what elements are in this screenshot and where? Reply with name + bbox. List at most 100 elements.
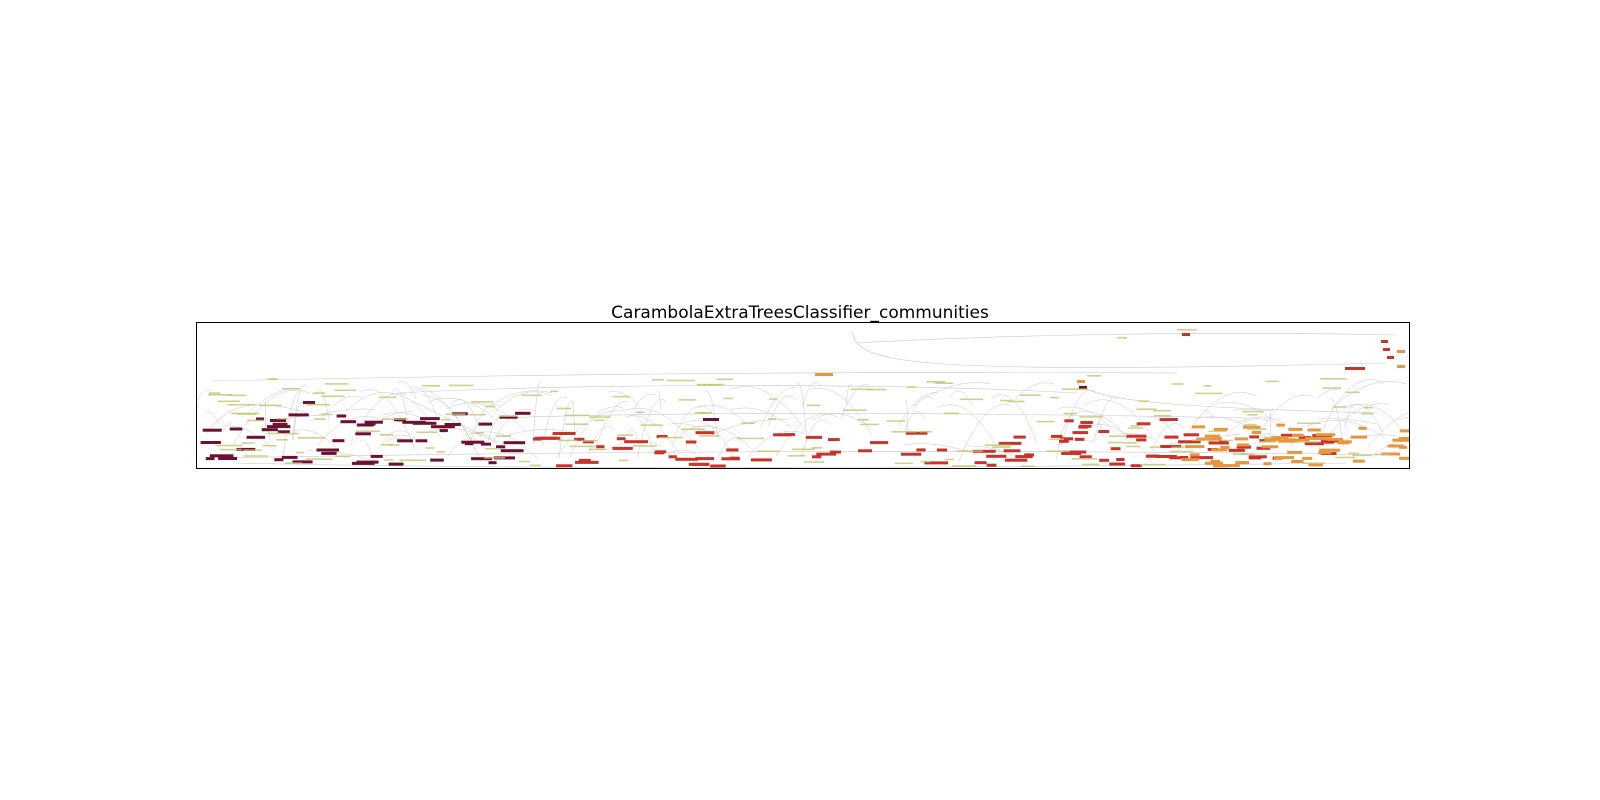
graph-node — [612, 446, 633, 450]
graph-edge — [291, 429, 347, 460]
node-label-mark — [1258, 441, 1276, 443]
graph-node — [496, 445, 506, 449]
graph-edge — [1093, 397, 1119, 443]
graph-node — [1190, 456, 1214, 460]
node-label-mark — [215, 444, 243, 447]
graph-node — [575, 460, 599, 464]
node-label-mark — [678, 399, 696, 401]
graph-node — [972, 449, 996, 453]
node-label-mark — [281, 387, 300, 390]
node-label-mark — [1302, 462, 1325, 464]
graph-node — [1191, 425, 1205, 429]
node-label-mark — [1139, 463, 1166, 466]
node-label-mark — [285, 432, 299, 435]
graph-edge — [851, 330, 1388, 368]
graph-node — [1220, 446, 1230, 449]
node-label-mark — [1126, 445, 1141, 448]
graph-edge — [313, 408, 376, 417]
node-label-mark — [258, 404, 282, 407]
node-label-mark — [1208, 430, 1227, 433]
node-label-mark — [1348, 452, 1359, 455]
graph-edge — [665, 449, 696, 456]
graph-node — [439, 429, 448, 433]
graph-edge — [222, 425, 276, 453]
graph-node — [461, 440, 485, 444]
graph-node — [500, 449, 524, 453]
graph-node — [1080, 421, 1093, 424]
node-label-mark — [1081, 463, 1100, 466]
node-label-mark — [320, 413, 333, 416]
graph-node — [870, 441, 889, 445]
graph-node — [656, 435, 668, 438]
graph-edge — [1083, 399, 1153, 438]
node-label-mark — [495, 435, 512, 437]
node-label-mark — [485, 405, 496, 408]
node-label-mark — [1061, 388, 1088, 390]
graph-node — [488, 461, 497, 465]
graph-node — [827, 438, 840, 442]
graph-edge — [903, 443, 979, 456]
node-label-mark — [1117, 337, 1127, 339]
node-label-mark — [1128, 427, 1143, 429]
node-label-mark — [321, 395, 345, 398]
graph-node — [430, 458, 444, 462]
node-label-mark — [635, 411, 645, 413]
graph-node — [336, 414, 347, 418]
graph-node — [444, 423, 461, 426]
graph-edge — [385, 438, 420, 451]
graph-edge — [958, 404, 1012, 463]
graph-node — [1292, 434, 1304, 437]
node-label-mark — [295, 451, 305, 454]
graph-edge — [608, 391, 640, 406]
graph-node — [1060, 437, 1074, 441]
node-label-mark — [891, 431, 917, 433]
node-label-mark — [696, 383, 725, 386]
graph-edge — [541, 396, 568, 446]
graph-node — [316, 448, 339, 452]
graph-node — [726, 448, 739, 452]
node-label-mark — [521, 394, 542, 397]
graph-node — [1274, 456, 1294, 460]
node-label-mark — [334, 389, 357, 392]
graph-node — [900, 452, 922, 456]
graph-node — [503, 441, 526, 445]
node-label-mark — [652, 379, 664, 381]
graph-node — [303, 401, 315, 404]
node-label-mark — [1087, 375, 1101, 377]
node-label-mark — [436, 451, 446, 453]
graph-edge — [502, 429, 573, 438]
graph-node — [1059, 439, 1069, 443]
node-label-mark — [1019, 394, 1041, 396]
graph-node — [1013, 435, 1026, 439]
graph-node — [1243, 425, 1261, 429]
graph-node — [1208, 441, 1229, 445]
nodes-layer — [200, 333, 1409, 468]
graph-node — [974, 461, 987, 465]
graph-node — [655, 450, 667, 454]
node-label-mark — [1364, 406, 1373, 409]
node-label-mark — [1265, 380, 1279, 383]
node-label-mark — [593, 419, 605, 422]
node-label-mark — [1352, 454, 1372, 457]
graph-node — [924, 461, 949, 465]
node-label-mark — [389, 444, 400, 446]
graph-node — [1196, 437, 1207, 441]
node-label-mark — [866, 388, 887, 391]
graph-edge — [811, 413, 872, 429]
graph-edge — [487, 415, 510, 441]
graph-node — [574, 437, 585, 441]
node-label-mark — [618, 459, 628, 462]
graph-node — [1185, 445, 1205, 449]
graph-edge — [1194, 416, 1267, 441]
node-label-mark — [926, 381, 946, 383]
graph-node — [1276, 423, 1285, 427]
graph-edge — [282, 391, 303, 458]
node-label-mark — [589, 416, 611, 418]
graph-edge — [422, 395, 476, 450]
node-label-mark — [1000, 399, 1013, 402]
graph-node — [1228, 448, 1245, 452]
graph-node — [267, 425, 291, 429]
node-label-mark — [399, 459, 427, 462]
plot-title: CarambolaExtraTreesClassifier_communitie… — [611, 303, 989, 323]
graph-edge — [197, 405, 200, 409]
